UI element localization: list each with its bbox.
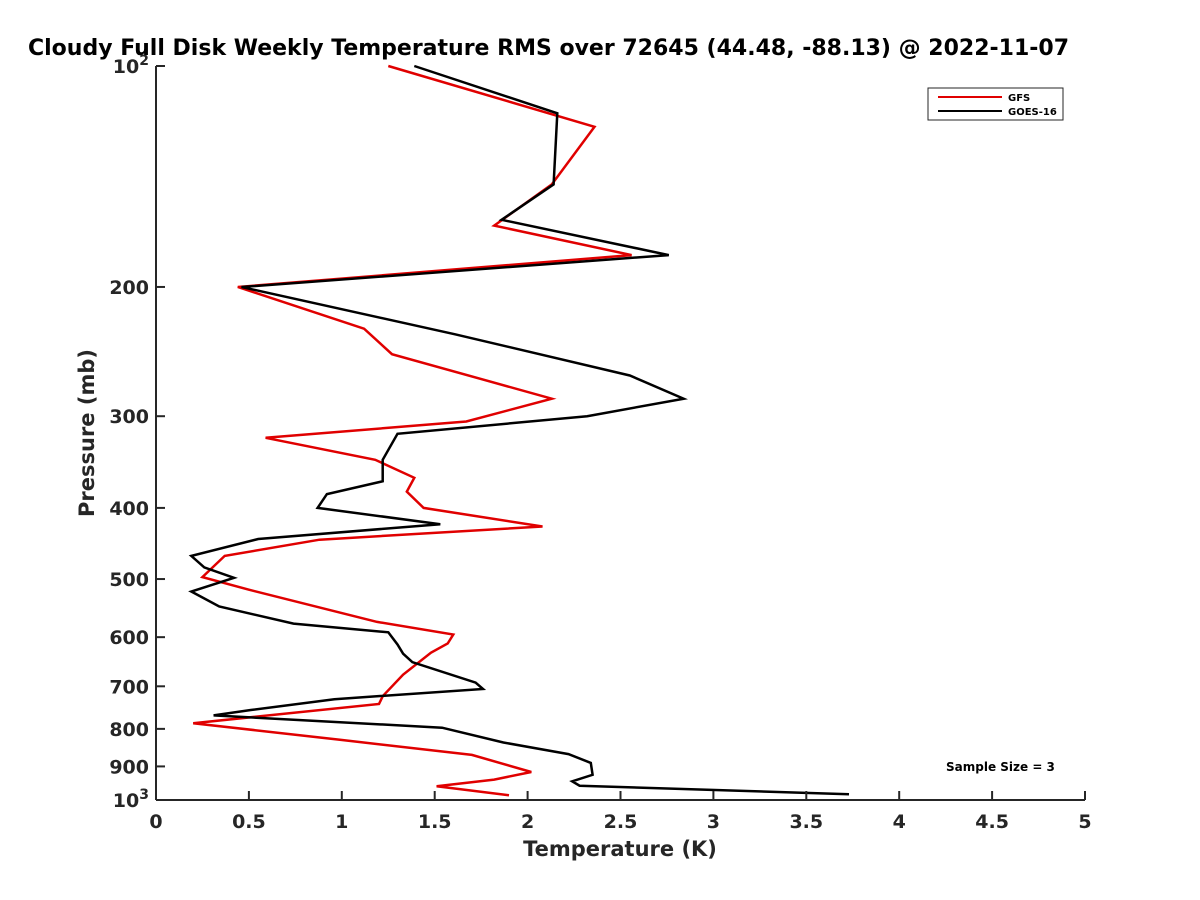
y-tick-label: 600 xyxy=(109,627,149,649)
x-tick-label: 3.5 xyxy=(789,811,823,833)
plot-background xyxy=(156,66,1085,800)
y-tick-label: 103 xyxy=(113,787,149,812)
y-tick-label: 800 xyxy=(109,719,149,741)
x-tick-label: 1.5 xyxy=(418,811,452,833)
x-tick-label: 2 xyxy=(521,811,534,833)
x-tick-label: 0.5 xyxy=(232,811,266,833)
legend-label-gfs: GFS xyxy=(1008,93,1030,104)
x-tick-label: 3 xyxy=(707,811,720,833)
x-tick-label: 1 xyxy=(335,811,348,833)
x-tick-label: 4.5 xyxy=(975,811,1009,833)
x-axis-label: Temperature (K) xyxy=(523,837,717,861)
legend-label-goes16: GOES-16 xyxy=(1008,107,1057,118)
y-tick-label: 102 xyxy=(113,53,149,78)
x-tick-label: 0 xyxy=(149,811,162,833)
legend: GFS GOES-16 xyxy=(927,87,1064,121)
y-tick-label: 200 xyxy=(109,277,149,299)
x-tick-label: 5 xyxy=(1078,811,1091,833)
y-tick-label: 700 xyxy=(109,676,149,698)
y-tick-label: 300 xyxy=(109,406,149,428)
plot-area xyxy=(156,66,1085,800)
chart-title: Cloudy Full Disk Weekly Temperature RMS … xyxy=(28,36,1069,61)
sample-size-annotation: Sample Size = 3 xyxy=(946,760,1055,774)
series-line-goes16 xyxy=(188,64,850,796)
x-tick-label: 2.5 xyxy=(604,811,638,833)
series-line-gfs xyxy=(193,64,632,797)
y-tick-label: 900 xyxy=(109,756,149,778)
x-tick-label: 4 xyxy=(893,811,906,833)
y-tick-label: 500 xyxy=(109,569,149,591)
axes-layer: 0 0.5 1 1.5 2 2.5 3 3.5 4 4.5 5 102 200 300 400 500 600 7… xyxy=(109,53,1091,833)
y-tick-label: 400 xyxy=(109,498,149,520)
y-axis-label: Pressure (mb) xyxy=(75,349,99,517)
legend-box xyxy=(927,87,1064,121)
series-layer xyxy=(188,64,850,797)
